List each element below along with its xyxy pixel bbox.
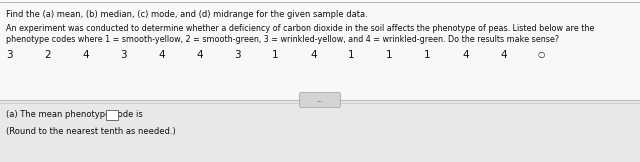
Text: (Round to the nearest tenth as needed.): (Round to the nearest tenth as needed.) (6, 127, 176, 136)
Text: 4: 4 (158, 50, 164, 60)
Text: ○: ○ (538, 50, 545, 59)
Text: 2: 2 (44, 50, 51, 60)
Text: 3: 3 (6, 50, 13, 60)
Text: 4: 4 (500, 50, 507, 60)
Text: 1: 1 (386, 50, 392, 60)
Text: 4: 4 (310, 50, 317, 60)
Text: 4: 4 (82, 50, 88, 60)
Text: 1: 1 (424, 50, 431, 60)
Text: 1: 1 (272, 50, 278, 60)
Bar (0, 100, 640, 162)
Text: 4: 4 (196, 50, 203, 60)
Text: 4: 4 (462, 50, 468, 60)
Text: (a) The mean phenotype code is: (a) The mean phenotype code is (6, 110, 143, 119)
Text: 3: 3 (120, 50, 127, 60)
Bar (0, 0, 640, 100)
Text: 3: 3 (234, 50, 241, 60)
Text: phenotype codes where 1 = smooth-yellow, 2 = smooth-green, 3 = wrinkled-yellow, : phenotype codes where 1 = smooth-yellow,… (6, 35, 559, 44)
Text: 1: 1 (348, 50, 355, 60)
Text: Find the (a) mean, (b) median, (c) mode, and (d) midrange for the given sample d: Find the (a) mean, (b) median, (c) mode,… (6, 10, 368, 19)
Bar (106, 110, 118, 120)
Text: An experiment was conducted to determine whether a deficiency of carbon dioxide : An experiment was conducted to determine… (6, 24, 595, 33)
Text: ...: ... (317, 98, 323, 104)
FancyBboxPatch shape (300, 93, 340, 108)
